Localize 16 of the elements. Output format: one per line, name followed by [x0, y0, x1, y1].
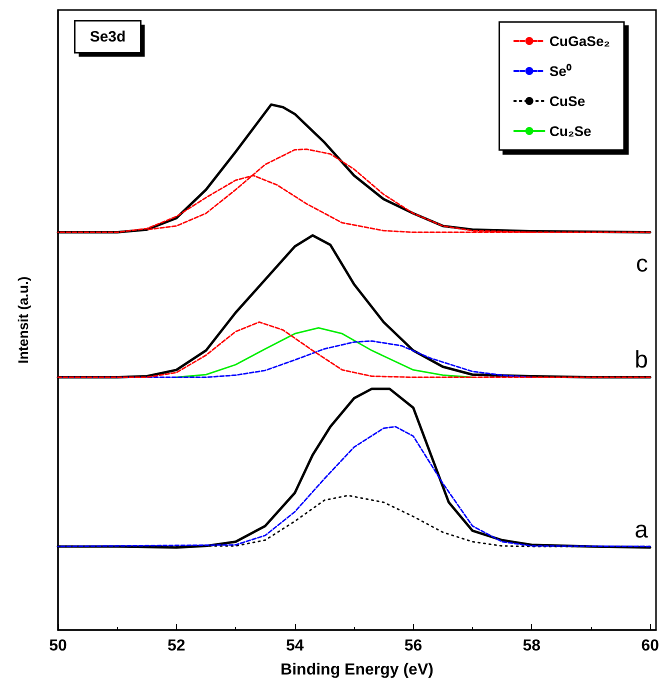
legend-label: Cu₂Se [549, 123, 592, 139]
x-tick-label: 60 [641, 638, 660, 654]
legend-label: Se⁰ [549, 63, 572, 79]
annotation: b [634, 346, 648, 374]
x-tick-label: 50 [49, 638, 67, 654]
text: Se3d [90, 28, 126, 46]
annotation: c [636, 250, 648, 278]
legend-label: CuSe [549, 93, 586, 109]
x-tick-label: 58 [522, 638, 541, 654]
x-axis-title: Binding Energy (eV) [280, 662, 434, 678]
y-axis-title: Intensit (a.u.) [15, 276, 31, 364]
x-tick-label: 52 [168, 638, 186, 654]
x-tick-label: 54 [286, 638, 304, 654]
annotation: a [634, 516, 649, 544]
x-tick-label: 56 [404, 638, 422, 654]
legend-label: CuGaSe₂ [549, 33, 610, 49]
